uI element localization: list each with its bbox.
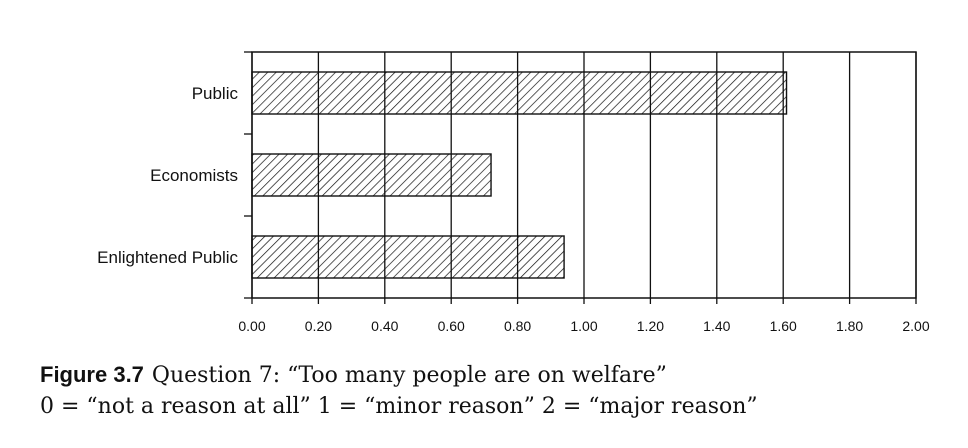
x-tick-label: 0.80 — [504, 318, 531, 334]
bar-chart: 0.00 0.20 0.40 0.60 0.80 1.00 1.20 1.40 1.60 1.80… — [97, 51, 930, 334]
figure-label: Figure 3.7 — [40, 362, 144, 387]
x-tick-label: 0.00 — [238, 318, 265, 334]
bar — [251, 235, 565, 279]
x-tick-label: 0.20 — [305, 318, 332, 334]
scale-note: 0 = “not a reason at all” 1 = “minor rea… — [40, 394, 758, 419]
x-tick-label: 1.80 — [836, 318, 863, 334]
x-tick-label: 1.60 — [770, 318, 797, 334]
figure-caption: Figure 3.7 Question 7: “Too many people a… — [40, 362, 940, 388]
x-tick-label: 2.00 — [902, 318, 929, 334]
x-tick-label: 0.40 — [371, 318, 398, 334]
x-tick-label: 1.20 — [637, 318, 664, 334]
bar — [251, 71, 788, 115]
category-label: Public — [192, 84, 239, 103]
category-label: Economists — [150, 166, 238, 185]
category-label: Enlightened Public — [97, 248, 238, 267]
figure-title: Question 7: “Too many people are on welf… — [151, 363, 667, 388]
x-tick-label: 1.40 — [703, 318, 730, 334]
bar — [251, 153, 492, 197]
x-tick-label: 1.00 — [570, 318, 597, 334]
x-tick-label: 0.60 — [438, 318, 465, 334]
